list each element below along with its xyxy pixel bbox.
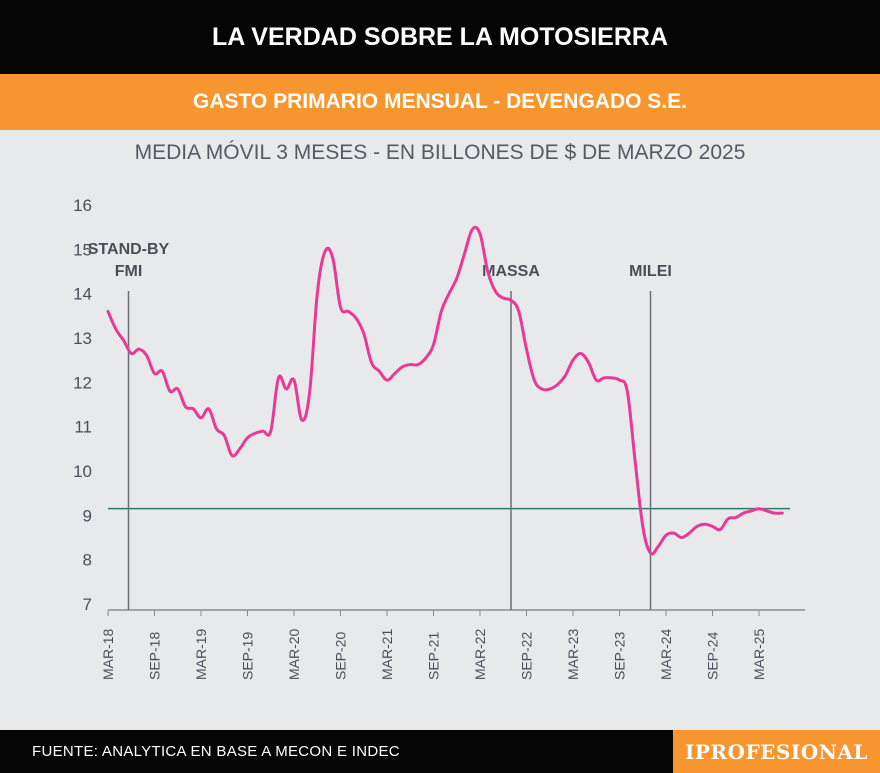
y-tick-label: 16 xyxy=(73,196,92,215)
line-chart: 7 8 9 10 11 12 13 14 15 16 MAR-18 SEP-18 MAR-19 SEP-1… xyxy=(73,196,805,680)
event-label: MASSA xyxy=(482,263,540,280)
footer-bar: FUENTE: ANALYTICA EN BASE A MECON E INDE… xyxy=(0,730,880,773)
x-tick-label: SEP-18 xyxy=(147,632,163,680)
y-tick-label: 15 xyxy=(73,240,92,259)
series-line xyxy=(106,225,784,556)
x-tick-label: MAR-20 xyxy=(286,628,302,680)
chart-title: MEDIA MÓVIL 3 MESES - EN BILLONES DE $ D… xyxy=(134,141,746,164)
y-tick-label: 14 xyxy=(73,285,92,304)
brand-logo-text: IPROFESIONAL xyxy=(685,739,868,764)
x-tick-label: MAR-22 xyxy=(472,628,488,680)
y-tick-label: 11 xyxy=(74,418,92,437)
x-tick-label: MAR-24 xyxy=(658,628,674,680)
x-tick-label: MAR-18 xyxy=(100,628,116,680)
x-tick-label: MAR-19 xyxy=(193,628,209,680)
y-tick-label: 7 xyxy=(83,595,92,614)
subtitle-bar: GASTO PRIMARIO MENSUAL - DEVENGADO S.E. xyxy=(0,74,880,130)
subtitle: GASTO PRIMARIO MENSUAL - DEVENGADO S.E. xyxy=(193,90,687,113)
source-note: FUENTE: ANALYTICA EN BASE A MECON E INDE… xyxy=(32,743,400,760)
y-tick-label: 9 xyxy=(83,506,92,525)
event-label: MILEI xyxy=(629,263,672,280)
event-label: FMI xyxy=(115,263,143,280)
x-tick-label: SEP-19 xyxy=(240,632,256,680)
x-tick-label: SEP-24 xyxy=(705,632,721,680)
x-tick-label: SEP-22 xyxy=(519,632,535,680)
x-tick-label: MAR-21 xyxy=(379,628,395,680)
x-tick-label: SEP-20 xyxy=(333,632,349,680)
x-tick-label: SEP-23 xyxy=(612,632,628,680)
y-tick-label: 8 xyxy=(83,551,92,570)
y-tick-label: 12 xyxy=(73,373,92,392)
y-tick-label: 10 xyxy=(73,462,92,481)
main-title: LA VERDAD SOBRE LA MOTOSIERRA xyxy=(211,22,669,51)
event-label: STAND-BY xyxy=(88,241,170,258)
x-tick-label: SEP-21 xyxy=(426,632,442,680)
brand-logo: IPROFESIONAL xyxy=(673,730,880,773)
main-title-bar: LA VERDAD SOBRE LA MOTOSIERRA xyxy=(0,0,880,74)
x-tick-label: MAR-25 xyxy=(751,628,767,680)
y-tick-label: 13 xyxy=(73,329,92,348)
x-tick-label: MAR-23 xyxy=(565,628,581,680)
